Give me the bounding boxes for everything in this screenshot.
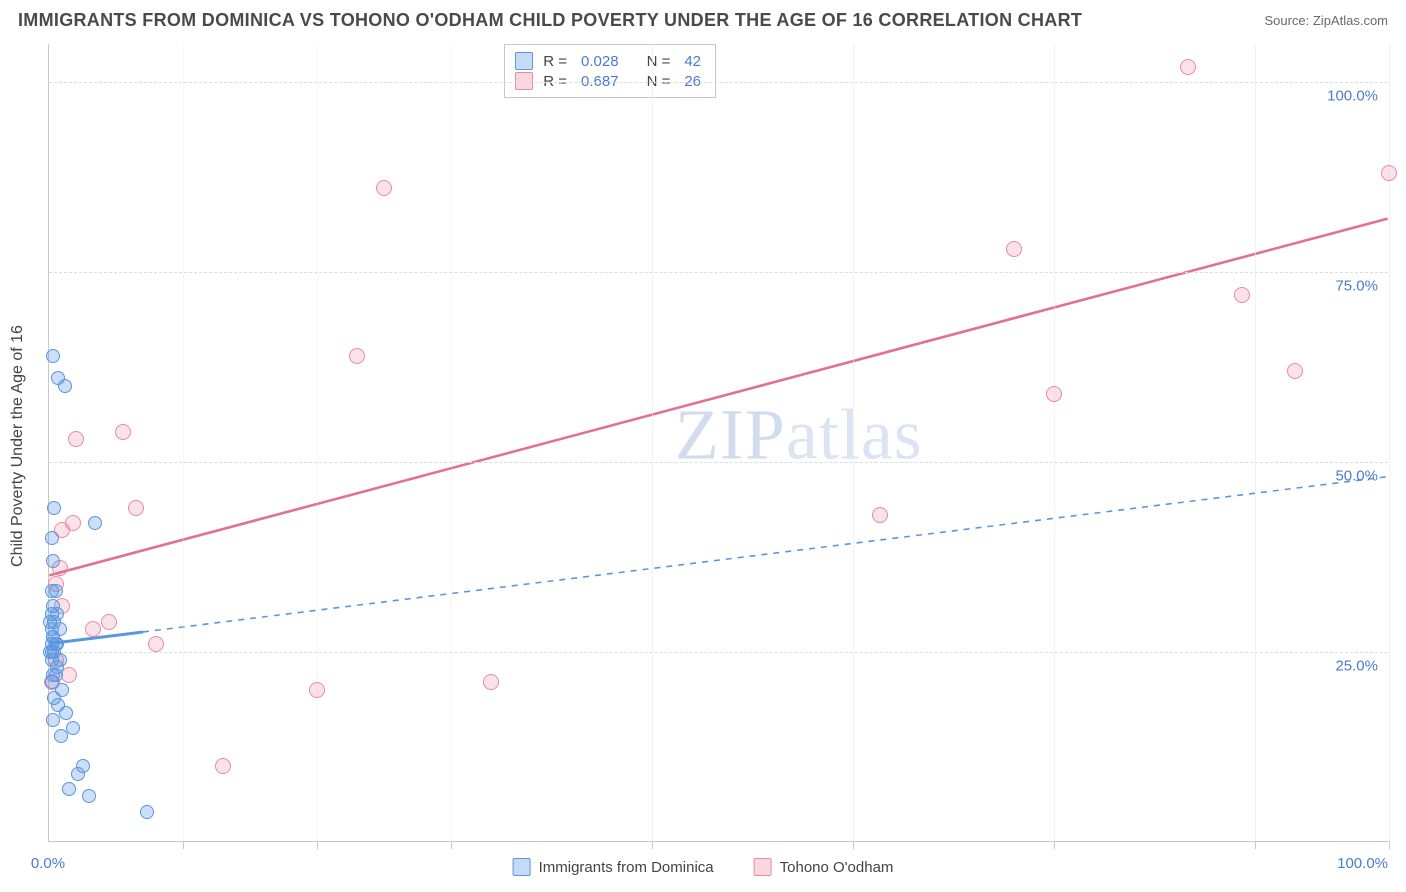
gridline-v xyxy=(451,44,452,841)
trend-lines-layer xyxy=(49,44,1388,841)
gridline-v xyxy=(1255,44,1256,841)
data-point-blue xyxy=(88,516,102,530)
data-point-blue xyxy=(46,713,60,727)
data-point-blue xyxy=(66,721,80,735)
y-tick-label: 25.0% xyxy=(1335,658,1378,675)
legend-label: Tohono O'odham xyxy=(780,859,894,876)
y-tick-label: 50.0% xyxy=(1335,468,1378,485)
data-point-pink xyxy=(65,515,81,531)
data-point-pink xyxy=(148,636,164,652)
data-point-blue xyxy=(140,805,154,819)
x-tick-mark xyxy=(652,841,653,849)
series-legend: Immigrants from Dominica Tohono O'odham xyxy=(513,858,894,876)
data-point-pink xyxy=(1234,287,1250,303)
gridline-v xyxy=(317,44,318,841)
data-point-pink xyxy=(215,758,231,774)
data-point-pink xyxy=(349,348,365,364)
data-point-blue xyxy=(54,729,68,743)
legend-item-pink: Tohono O'odham xyxy=(754,858,894,876)
gridline-h xyxy=(49,462,1388,463)
data-point-pink xyxy=(309,682,325,698)
data-point-blue xyxy=(46,349,60,363)
x-tick-mark xyxy=(317,841,318,849)
gridline-h xyxy=(49,82,1388,83)
r-label: R = xyxy=(543,53,567,70)
data-point-pink xyxy=(1006,241,1022,257)
x-tick-mark xyxy=(183,841,184,849)
data-point-blue xyxy=(49,584,63,598)
swatch-pink-icon xyxy=(515,72,533,90)
data-point-pink xyxy=(872,507,888,523)
y-tick-label: 100.0% xyxy=(1327,88,1378,105)
n-value: 42 xyxy=(684,53,701,70)
legend-item-blue: Immigrants from Dominica xyxy=(513,858,714,876)
r-label: R = xyxy=(543,73,567,90)
chart-header: IMMIGRANTS FROM DOMINICA VS TOHONO O'ODH… xyxy=(0,0,1406,37)
data-point-pink xyxy=(376,180,392,196)
data-point-blue xyxy=(45,531,59,545)
x-tick-mark xyxy=(1255,841,1256,849)
y-tick-label: 75.0% xyxy=(1335,278,1378,295)
gridline-v xyxy=(853,44,854,841)
swatch-blue-icon xyxy=(515,52,533,70)
gridline-h xyxy=(49,652,1388,653)
x-tick-mark xyxy=(1054,841,1055,849)
x-tick-mark xyxy=(853,841,854,849)
data-point-blue xyxy=(71,767,85,781)
n-label: N = xyxy=(647,73,671,90)
gridline-v xyxy=(183,44,184,841)
gridline-v xyxy=(1054,44,1055,841)
y-axis-label: Child Poverty Under the Age of 16 xyxy=(9,325,27,567)
data-point-blue xyxy=(46,554,60,568)
correlation-legend: R = 0.028 N = 42 R = 0.687 N = 26 xyxy=(504,44,716,98)
legend-row-blue: R = 0.028 N = 42 xyxy=(515,51,701,71)
scatter-chart: ZIPatlas R = 0.028 N = 42 R = 0.687 N = 26 25.0… xyxy=(48,44,1388,842)
swatch-pink-icon xyxy=(754,858,772,876)
data-point-pink xyxy=(483,674,499,690)
data-point-pink xyxy=(128,500,144,516)
data-point-blue xyxy=(58,379,72,393)
r-value: 0.028 xyxy=(581,53,619,70)
source-attribution: Source: ZipAtlas.com xyxy=(1264,13,1388,28)
n-label: N = xyxy=(647,53,671,70)
data-point-pink xyxy=(115,424,131,440)
data-point-pink xyxy=(1046,386,1062,402)
n-value: 26 xyxy=(684,73,701,90)
data-point-blue xyxy=(47,501,61,515)
data-point-blue xyxy=(82,789,96,803)
gridline-v xyxy=(652,44,653,841)
r-value: 0.687 xyxy=(581,73,619,90)
data-point-pink xyxy=(1180,59,1196,75)
x-tick-mark xyxy=(1389,841,1390,849)
watermark: ZIPatlas xyxy=(675,393,923,476)
x-tick-mark xyxy=(451,841,452,849)
gridline-v xyxy=(1389,44,1390,841)
chart-title: IMMIGRANTS FROM DOMINICA VS TOHONO O'ODH… xyxy=(18,10,1082,31)
legend-row-pink: R = 0.687 N = 26 xyxy=(515,71,701,91)
trend-line-blue-dashed xyxy=(143,477,1388,632)
data-point-blue xyxy=(62,782,76,796)
x-tick-0: 0.0% xyxy=(31,855,65,872)
gridline-h xyxy=(49,272,1388,273)
legend-label: Immigrants from Dominica xyxy=(539,859,714,876)
swatch-blue-icon xyxy=(513,858,531,876)
data-point-pink xyxy=(101,614,117,630)
data-point-pink xyxy=(85,621,101,637)
x-tick-100: 100.0% xyxy=(1337,855,1388,872)
data-point-pink xyxy=(68,431,84,447)
data-point-pink xyxy=(1381,165,1397,181)
data-point-pink xyxy=(1287,363,1303,379)
data-point-blue xyxy=(59,706,73,720)
